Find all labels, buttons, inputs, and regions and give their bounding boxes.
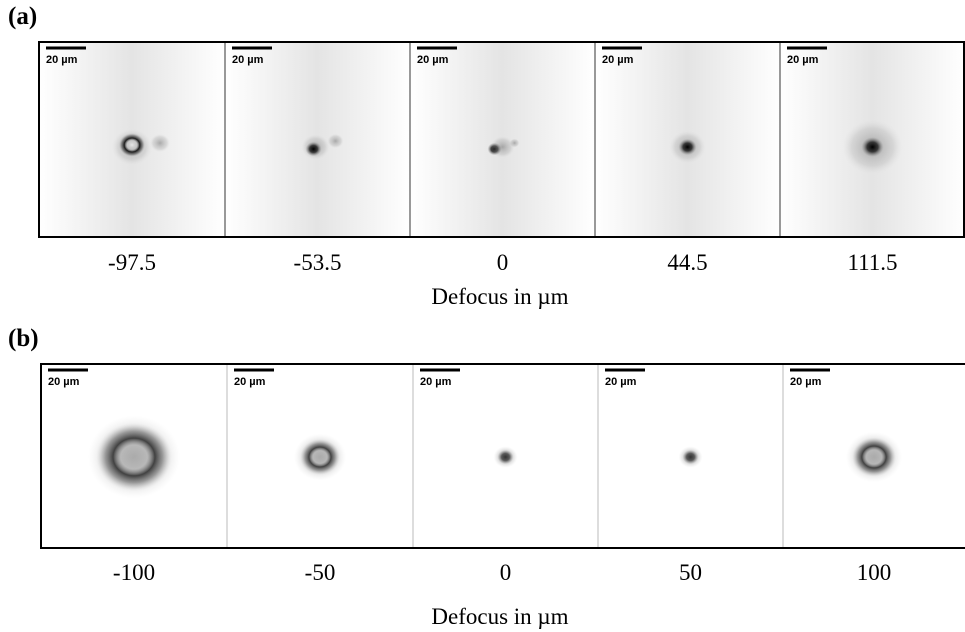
scale-bar-label: 20 µm xyxy=(420,376,452,388)
spot xyxy=(118,132,146,158)
defocus-label: 44.5 xyxy=(667,250,707,275)
defocus-label: 100 xyxy=(857,560,892,585)
image-frame: 20 µm xyxy=(412,364,598,548)
defocus-label: 50 xyxy=(679,560,702,585)
spot xyxy=(490,136,515,158)
spot xyxy=(846,431,902,483)
panel-frame xyxy=(40,363,965,549)
scale-bar-label: 20 µm xyxy=(232,54,264,66)
panel-label: (a) xyxy=(8,3,37,30)
spot xyxy=(678,446,703,468)
defocus-label: 0 xyxy=(500,560,512,585)
spot xyxy=(88,415,180,499)
image-frame: 20 µm xyxy=(597,364,783,548)
scale-bar-label: 20 µm xyxy=(46,54,78,66)
spot xyxy=(861,137,884,157)
scale-bar-label: 20 µm xyxy=(417,54,449,66)
defocus-label: -50 xyxy=(305,560,336,585)
spot xyxy=(493,446,518,468)
image-frame: 20 µm xyxy=(594,42,780,237)
defocus-label: -100 xyxy=(113,560,155,585)
image-frame: 20 µm xyxy=(226,364,413,548)
axis-label: Defocus in µm xyxy=(431,284,568,309)
image-frame: 20 µm xyxy=(41,364,227,548)
defocus-label: -53.5 xyxy=(294,250,342,275)
image-frame: 20 µm xyxy=(409,42,595,237)
image-frame: 20 µm xyxy=(782,364,965,548)
spot xyxy=(150,134,170,152)
panel-label: (b) xyxy=(8,325,39,352)
image-frame: 20 µm xyxy=(779,42,965,237)
spot xyxy=(294,433,346,481)
panel-frame xyxy=(38,41,965,238)
defocus-label: 0 xyxy=(497,250,509,275)
spot xyxy=(327,133,344,149)
spot xyxy=(305,141,322,157)
scale-bar-label: 20 µm xyxy=(48,376,80,388)
defocus-label: 111.5 xyxy=(847,250,897,275)
scale-bar-label: 20 µm xyxy=(605,376,637,388)
image-frame: 20 µm xyxy=(224,42,410,237)
image-frame: 20 µm xyxy=(39,42,225,237)
defocus-label: -97.5 xyxy=(108,250,156,275)
scale-bar-label: 20 µm xyxy=(790,376,822,388)
scale-bar-label: 20 µm xyxy=(234,376,266,388)
spot xyxy=(678,138,697,156)
scale-bar-label: 20 µm xyxy=(787,54,819,66)
scale-bar-label: 20 µm xyxy=(602,54,634,66)
axis-label: Defocus in µm xyxy=(431,604,568,629)
